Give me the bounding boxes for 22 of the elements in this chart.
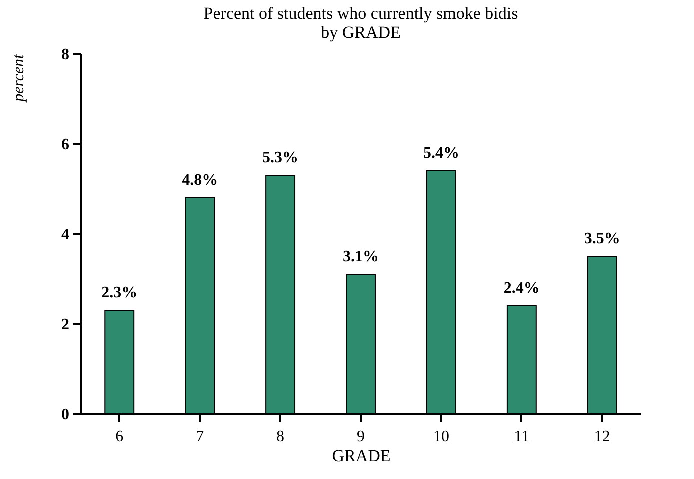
x-tick-label: 11 xyxy=(514,428,530,446)
x-tick-label: 8 xyxy=(276,428,285,446)
y-tick-label: 2 xyxy=(62,316,70,334)
data-label: 5.3% xyxy=(262,150,299,166)
data-label: 3.1% xyxy=(343,248,379,266)
x-axis-title: GRADE xyxy=(332,446,391,466)
y-tick-label: 6 xyxy=(62,136,70,154)
y-tick-label: 0 xyxy=(62,406,70,424)
data-label: 2.4% xyxy=(504,280,540,297)
data-label: 3.5% xyxy=(584,230,620,248)
y-tick-label: 4 xyxy=(62,226,70,244)
y-tick-label: 8 xyxy=(62,46,70,64)
data-label: 2.3% xyxy=(102,284,138,302)
y-axis-title: percent xyxy=(10,54,28,103)
x-tick-label: 6 xyxy=(116,428,124,446)
x-tick-label: 9 xyxy=(357,428,365,446)
data-label: 4.8% xyxy=(182,172,218,189)
x-tick-label: 12 xyxy=(594,428,610,446)
x-tick-label: 10 xyxy=(433,428,450,446)
x-tick-label: 7 xyxy=(196,428,204,446)
chart-title: Percent of students who currently smoke bidis by GRADE xyxy=(204,4,518,42)
data-label: 5.4% xyxy=(423,145,460,162)
